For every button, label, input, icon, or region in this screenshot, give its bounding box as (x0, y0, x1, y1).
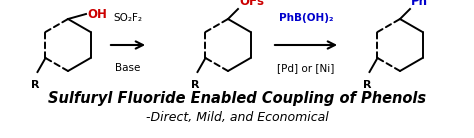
Text: Base: Base (115, 63, 141, 73)
Text: OH: OH (87, 7, 107, 21)
Text: R: R (363, 80, 372, 90)
Text: PhB(OH)₂: PhB(OH)₂ (279, 13, 333, 23)
Text: -Direct, Mild, and Economical: -Direct, Mild, and Economical (146, 112, 328, 124)
Text: Ph: Ph (411, 0, 428, 8)
Text: OFs: OFs (239, 0, 264, 8)
Text: R: R (191, 80, 200, 90)
Text: Sulfuryl Fluoride Enabled Coupling of Phenols: Sulfuryl Fluoride Enabled Coupling of Ph… (48, 91, 426, 105)
Text: R: R (31, 80, 40, 90)
Text: SO₂F₂: SO₂F₂ (113, 13, 143, 23)
Text: [Pd] or [Ni]: [Pd] or [Ni] (277, 63, 335, 73)
